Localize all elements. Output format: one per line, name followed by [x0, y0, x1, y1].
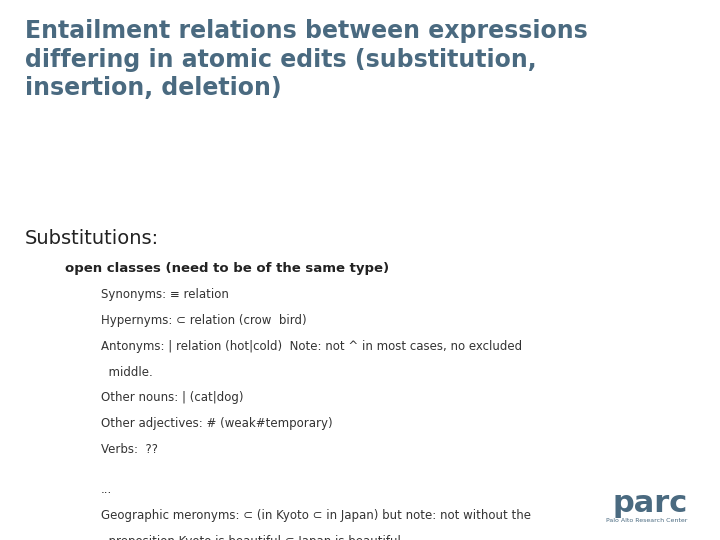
- Text: Synonyms: ≡ relation: Synonyms: ≡ relation: [101, 288, 229, 301]
- Text: Palo Alto Research Center: Palo Alto Research Center: [606, 518, 688, 523]
- Text: preposition Kyoto is beautiful ⊂ Japan is beautiful: preposition Kyoto is beautiful ⊂ Japan i…: [101, 535, 400, 540]
- Text: open classes (need to be of the same type): open classes (need to be of the same typ…: [65, 262, 389, 275]
- Text: Hypernyms: ⊂ relation (crow  bird): Hypernyms: ⊂ relation (crow bird): [101, 314, 307, 327]
- Text: Other adjectives: # (weak#temporary): Other adjectives: # (weak#temporary): [101, 417, 333, 430]
- Text: Antonyms: | relation (hot|cold)  Note: not ^ in most cases, no excluded: Antonyms: | relation (hot|cold) Note: no…: [101, 340, 522, 353]
- Text: Other nouns: | (cat|dog): Other nouns: | (cat|dog): [101, 392, 243, 404]
- Text: Substitutions:: Substitutions:: [25, 230, 159, 248]
- Text: parc: parc: [612, 489, 688, 518]
- Text: Verbs:  ??: Verbs: ??: [101, 443, 158, 456]
- Text: Entailment relations between expressions
differing in atomic edits (substitution: Entailment relations between expressions…: [25, 19, 588, 100]
- Text: ...: ...: [101, 483, 112, 496]
- Text: middle.: middle.: [101, 366, 153, 379]
- Text: Geographic meronyms: ⊂ (in Kyoto ⊂ in Japan) but note: not without the: Geographic meronyms: ⊂ (in Kyoto ⊂ in Ja…: [101, 509, 531, 522]
